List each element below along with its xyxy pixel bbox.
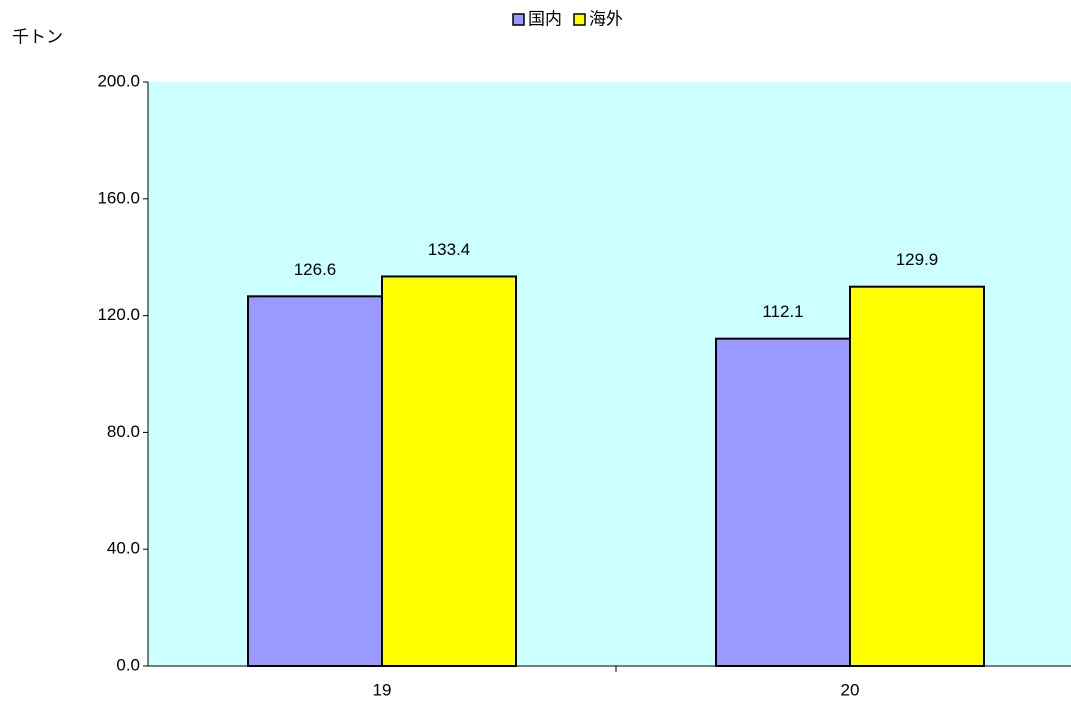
legend-label: 国内 bbox=[528, 9, 562, 28]
y-tick-label: 120.0 bbox=[97, 305, 140, 324]
bar bbox=[715, 337, 851, 667]
bar bbox=[247, 295, 383, 667]
legend-swatch bbox=[512, 13, 525, 26]
bar bbox=[849, 285, 985, 667]
y-tick-label: 0.0 bbox=[116, 655, 140, 674]
bar bbox=[381, 275, 517, 667]
y-tick-label: 80.0 bbox=[107, 422, 140, 441]
value-label: 133.4 bbox=[428, 240, 471, 259]
value-label: 129.9 bbox=[896, 250, 939, 269]
x-tick-label: 19 bbox=[373, 680, 392, 699]
x-tick-label: 20 bbox=[841, 680, 860, 699]
legend-swatch bbox=[573, 13, 586, 26]
y-tick-label: 40.0 bbox=[107, 539, 140, 558]
y-tick-label: 200.0 bbox=[97, 71, 140, 90]
value-label: 112.1 bbox=[762, 302, 803, 321]
value-label: 126.6 bbox=[294, 260, 337, 279]
legend-label: 海外 bbox=[589, 9, 623, 28]
y-axis-label: 千トン bbox=[12, 27, 63, 46]
y-tick-label: 160.0 bbox=[97, 188, 140, 207]
